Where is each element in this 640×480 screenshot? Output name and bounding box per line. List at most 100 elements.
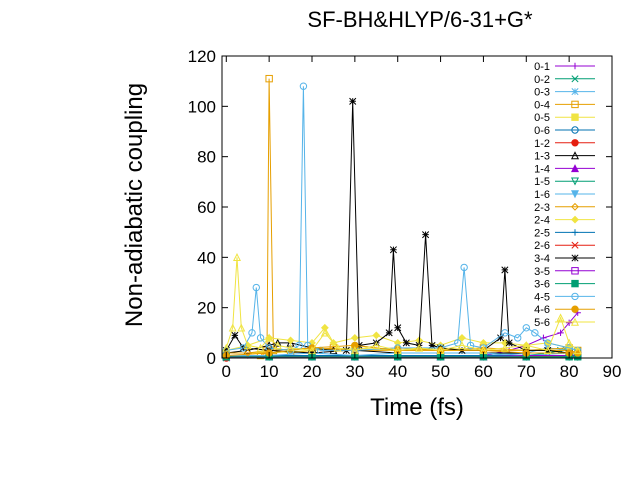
data-point-4-5	[501, 329, 509, 337]
legend: 0-10-20-30-40-50-61-21-31-41-51-62-32-42…	[534, 61, 595, 329]
x-tick-label: 70	[517, 362, 536, 381]
data-point-3-4	[222, 346, 230, 355]
data-point-2-4	[479, 338, 488, 347]
legend-entry-0-4: 0-4	[534, 99, 595, 111]
x-tick-label: 90	[603, 362, 622, 381]
legend-entry-0-6: 0-6	[534, 125, 595, 137]
legend-entry-1-5: 1-5	[534, 176, 595, 188]
axes: 0 10 20 30 40 50 60 70 80 90 0 20 40 60 80 100 120	[188, 47, 622, 381]
data-point-3-4	[394, 324, 402, 332]
legend-entry-1-6: 1-6	[534, 189, 595, 201]
data-point-4-5	[248, 329, 256, 337]
legend-entry-0-5: 0-5	[534, 112, 595, 124]
data-point-2-4	[458, 333, 466, 342]
legend-label: 1-2	[534, 138, 550, 150]
legend-marker	[571, 126, 579, 134]
legend-label: 2-4	[534, 215, 550, 227]
legend-entry-4-6: 4-6	[534, 304, 595, 316]
legend-entry-0-3: 0-3	[534, 87, 595, 99]
data-point-2-4	[320, 323, 329, 332]
y-tick-label: 20	[197, 299, 216, 318]
legend-label: 1-3	[534, 151, 550, 163]
data-point-0-1	[557, 329, 564, 337]
x-tick-label: 30	[345, 362, 364, 381]
data-point-3-4	[428, 341, 436, 349]
legend-entry-1-2: 1-2	[534, 138, 595, 150]
x-tick-label: 60	[474, 362, 493, 381]
legend-marker	[571, 241, 579, 249]
data-point-3-4	[349, 97, 357, 105]
data-point-4-5	[522, 324, 530, 332]
legend-marker	[570, 190, 580, 199]
data-point-5-6	[415, 343, 424, 352]
data-point-2-4	[393, 338, 402, 347]
data-point-5-6	[333, 343, 342, 352]
legend-label: 0-4	[534, 99, 550, 111]
legend-label: 1-4	[534, 163, 550, 175]
data-point-4-5	[460, 263, 468, 272]
data-point-5-6	[243, 341, 252, 350]
series-line-5-6	[225, 257, 579, 351]
data-point-5-6	[573, 346, 582, 355]
y-tick-label: 60	[197, 198, 216, 217]
data-point-5-6	[320, 328, 329, 337]
data-point-5-6	[273, 341, 282, 350]
x-tick-label: 10	[260, 362, 279, 381]
x-tick-label: 80	[560, 362, 579, 381]
legend-label: 2-6	[534, 240, 550, 252]
data-point-5-6	[457, 341, 467, 350]
legend-label: 3-4	[534, 253, 550, 265]
data-point-4-5	[252, 283, 260, 292]
x-tick-label: 20	[303, 362, 322, 381]
legend-entry-1-3: 1-3	[534, 151, 595, 163]
y-tick-label: 100	[188, 97, 216, 116]
legend-marker	[570, 317, 580, 326]
legend-entry-0-2: 0-2	[534, 74, 595, 86]
x-axis-label: Time (fs)	[370, 394, 464, 421]
data-point-5-6	[556, 313, 565, 322]
data-point-2-4	[372, 331, 381, 340]
data-point-4-5	[466, 341, 475, 350]
series-line-3-4	[225, 101, 578, 354]
legend-label: 0-2	[534, 74, 550, 86]
data-point-1-3	[286, 338, 295, 347]
legend-marker	[571, 100, 579, 109]
legend-entry-2-4: 2-4	[534, 215, 595, 227]
legend-label: 3-5	[534, 266, 550, 278]
legend-marker	[571, 88, 579, 96]
legend-label: 4-6	[534, 304, 550, 316]
x-tick-label: 50	[431, 362, 450, 381]
data-point-4-5	[531, 329, 539, 337]
legend-entry-2-5: 2-5	[534, 227, 595, 239]
data-point-4-5	[239, 344, 248, 352]
y-tick-label: 40	[197, 248, 216, 267]
legend-marker	[571, 254, 579, 262]
legend-marker	[571, 229, 579, 236]
data-point-5-6	[500, 343, 509, 352]
data-point-2-4	[500, 338, 509, 347]
plot-frame	[221, 55, 613, 359]
data-point-3-4	[501, 266, 509, 274]
legend-marker	[570, 164, 580, 173]
legend-label: 0-5	[534, 112, 550, 124]
data-point-5-6	[237, 323, 246, 332]
series-3-4	[222, 97, 582, 357]
x-tick-label: 40	[388, 362, 407, 381]
x-tick-label: 0	[222, 362, 231, 381]
data-point-5-6	[565, 338, 574, 347]
data-point-5-6	[265, 333, 274, 342]
y-axis-label: Non-adiabatic coupling	[121, 83, 148, 327]
data-point-3-4	[231, 331, 239, 339]
legend-marker	[571, 139, 579, 147]
legend-label: 2-3	[534, 202, 550, 214]
legend-label: 1-5	[534, 176, 550, 188]
legend-label: 0-3	[534, 87, 550, 99]
y-tick-label: 120	[188, 47, 216, 66]
data-point-5-6	[543, 346, 552, 355]
legend-entry-0-1: 0-1	[534, 61, 595, 73]
legend-label: 1-6	[534, 189, 550, 201]
legend-marker	[571, 202, 579, 211]
legend-marker	[571, 75, 579, 83]
data-point-3-4	[497, 334, 505, 342]
